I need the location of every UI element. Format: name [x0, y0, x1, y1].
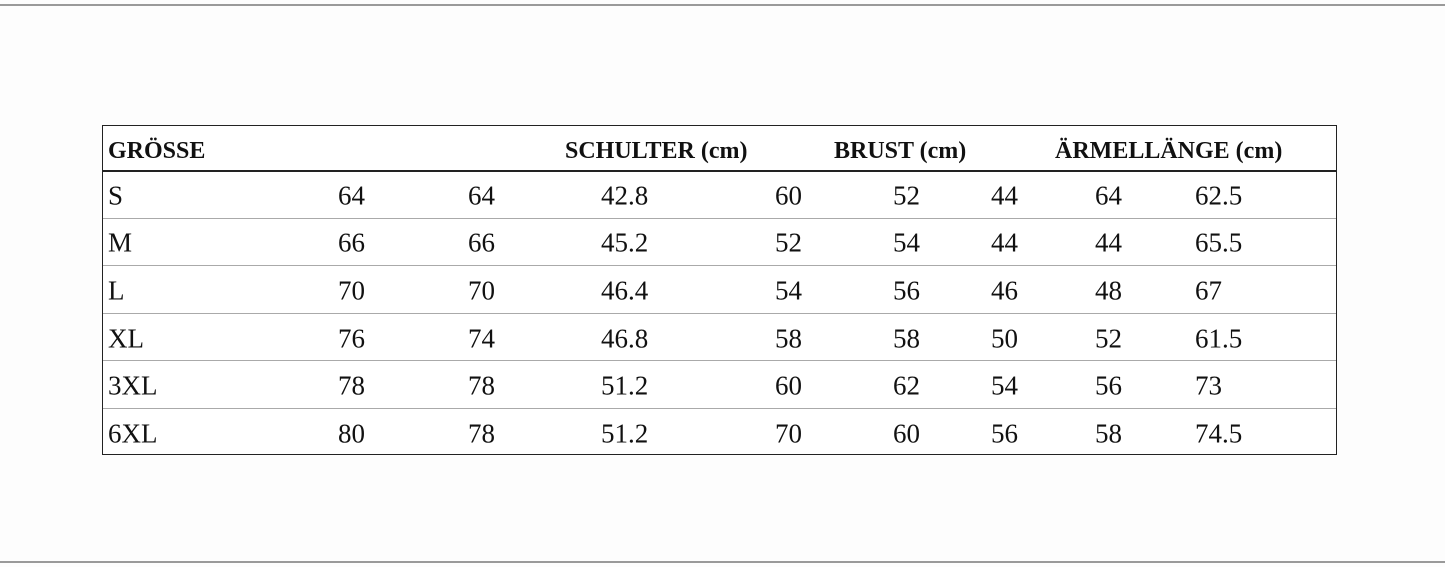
row-divider: [103, 360, 1336, 362]
measure-cell: 58: [1095, 418, 1122, 449]
measure-cell: 51.2: [601, 418, 649, 449]
measure-cell: 64: [1095, 180, 1122, 211]
measure-cell: 73: [1195, 370, 1222, 401]
size-label: 3XL: [108, 370, 158, 401]
measure-cell: 70: [775, 418, 802, 449]
measure-cell: 58: [775, 323, 802, 354]
measure-cell: 44: [991, 180, 1018, 211]
measure-cell: 52: [1095, 323, 1122, 354]
measure-cell: 50: [991, 323, 1018, 354]
measure-cell: 54: [893, 227, 920, 258]
top-rule: [0, 4, 1445, 6]
measure-cell: 64: [468, 180, 495, 211]
measure-cell: 74.5: [1195, 418, 1243, 449]
measure-cell: 45.2: [601, 227, 649, 258]
measure-cell: 44: [1095, 227, 1122, 258]
measure-cell: 78: [338, 370, 365, 401]
measure-cell: 60: [775, 370, 802, 401]
measure-cell: 44: [991, 227, 1018, 258]
row-divider: [103, 170, 1336, 172]
row-divider: [103, 408, 1336, 409]
measure-cell: 65.5: [1195, 227, 1243, 258]
size-label: S: [108, 180, 124, 211]
measure-cell: 51.2: [601, 370, 649, 401]
measure-cell: 70: [338, 275, 365, 306]
size-label: L: [108, 275, 125, 306]
measure-cell: 60: [775, 180, 802, 211]
measure-cell: 42.8: [601, 180, 649, 211]
measure-cell: 48: [1095, 275, 1122, 306]
size-label: XL: [108, 323, 144, 354]
measure-cell: 56: [893, 275, 920, 306]
size-table: GRÖSSE SCHULTER (cm) BRUST (cm) ÄRMELLÄNGE …: [102, 125, 1337, 455]
measure-cell: 52: [775, 227, 802, 258]
size-label: M: [108, 227, 133, 258]
row-divider: [103, 312, 1336, 314]
measure-cell: 54: [775, 275, 802, 306]
measure-cell: 52: [893, 180, 920, 211]
measure-cell: 70: [468, 275, 495, 306]
measure-cell: 62.5: [1195, 180, 1243, 211]
measure-cell: 66: [338, 227, 365, 258]
measure-cell: 46.4: [601, 275, 649, 306]
size-label: 6XL: [108, 418, 158, 449]
measure-cell: 54: [991, 370, 1018, 401]
measure-cell: 67: [1195, 275, 1222, 306]
measure-cell: 80: [338, 418, 365, 449]
row-divider: [103, 265, 1336, 267]
measure-cell: 64: [338, 180, 365, 211]
measure-cell: 46.8: [601, 323, 649, 354]
measure-cell: 74: [468, 323, 495, 354]
measure-cell: 61.5: [1195, 323, 1243, 354]
measure-cell: 78: [468, 418, 495, 449]
measure-cell: 62: [893, 370, 920, 401]
header-cell: ÄRMELLÄNGE (cm): [1055, 138, 1283, 164]
bottom-rule: [0, 561, 1445, 563]
measure-cell: 46: [991, 275, 1018, 306]
measure-cell: 60: [893, 418, 920, 449]
header-cell: SCHULTER (cm): [565, 138, 748, 164]
measure-cell: 66: [468, 227, 495, 258]
measure-cell: 78: [468, 370, 495, 401]
row-divider: [103, 217, 1336, 219]
measure-cell: 76: [338, 323, 365, 354]
header-cell: GRÖSSE: [108, 138, 206, 164]
measure-cell: 56: [1095, 370, 1122, 401]
header-cell: BRUST (cm): [834, 138, 967, 164]
measure-cell: 58: [893, 323, 920, 354]
measure-cell: 56: [991, 418, 1018, 449]
